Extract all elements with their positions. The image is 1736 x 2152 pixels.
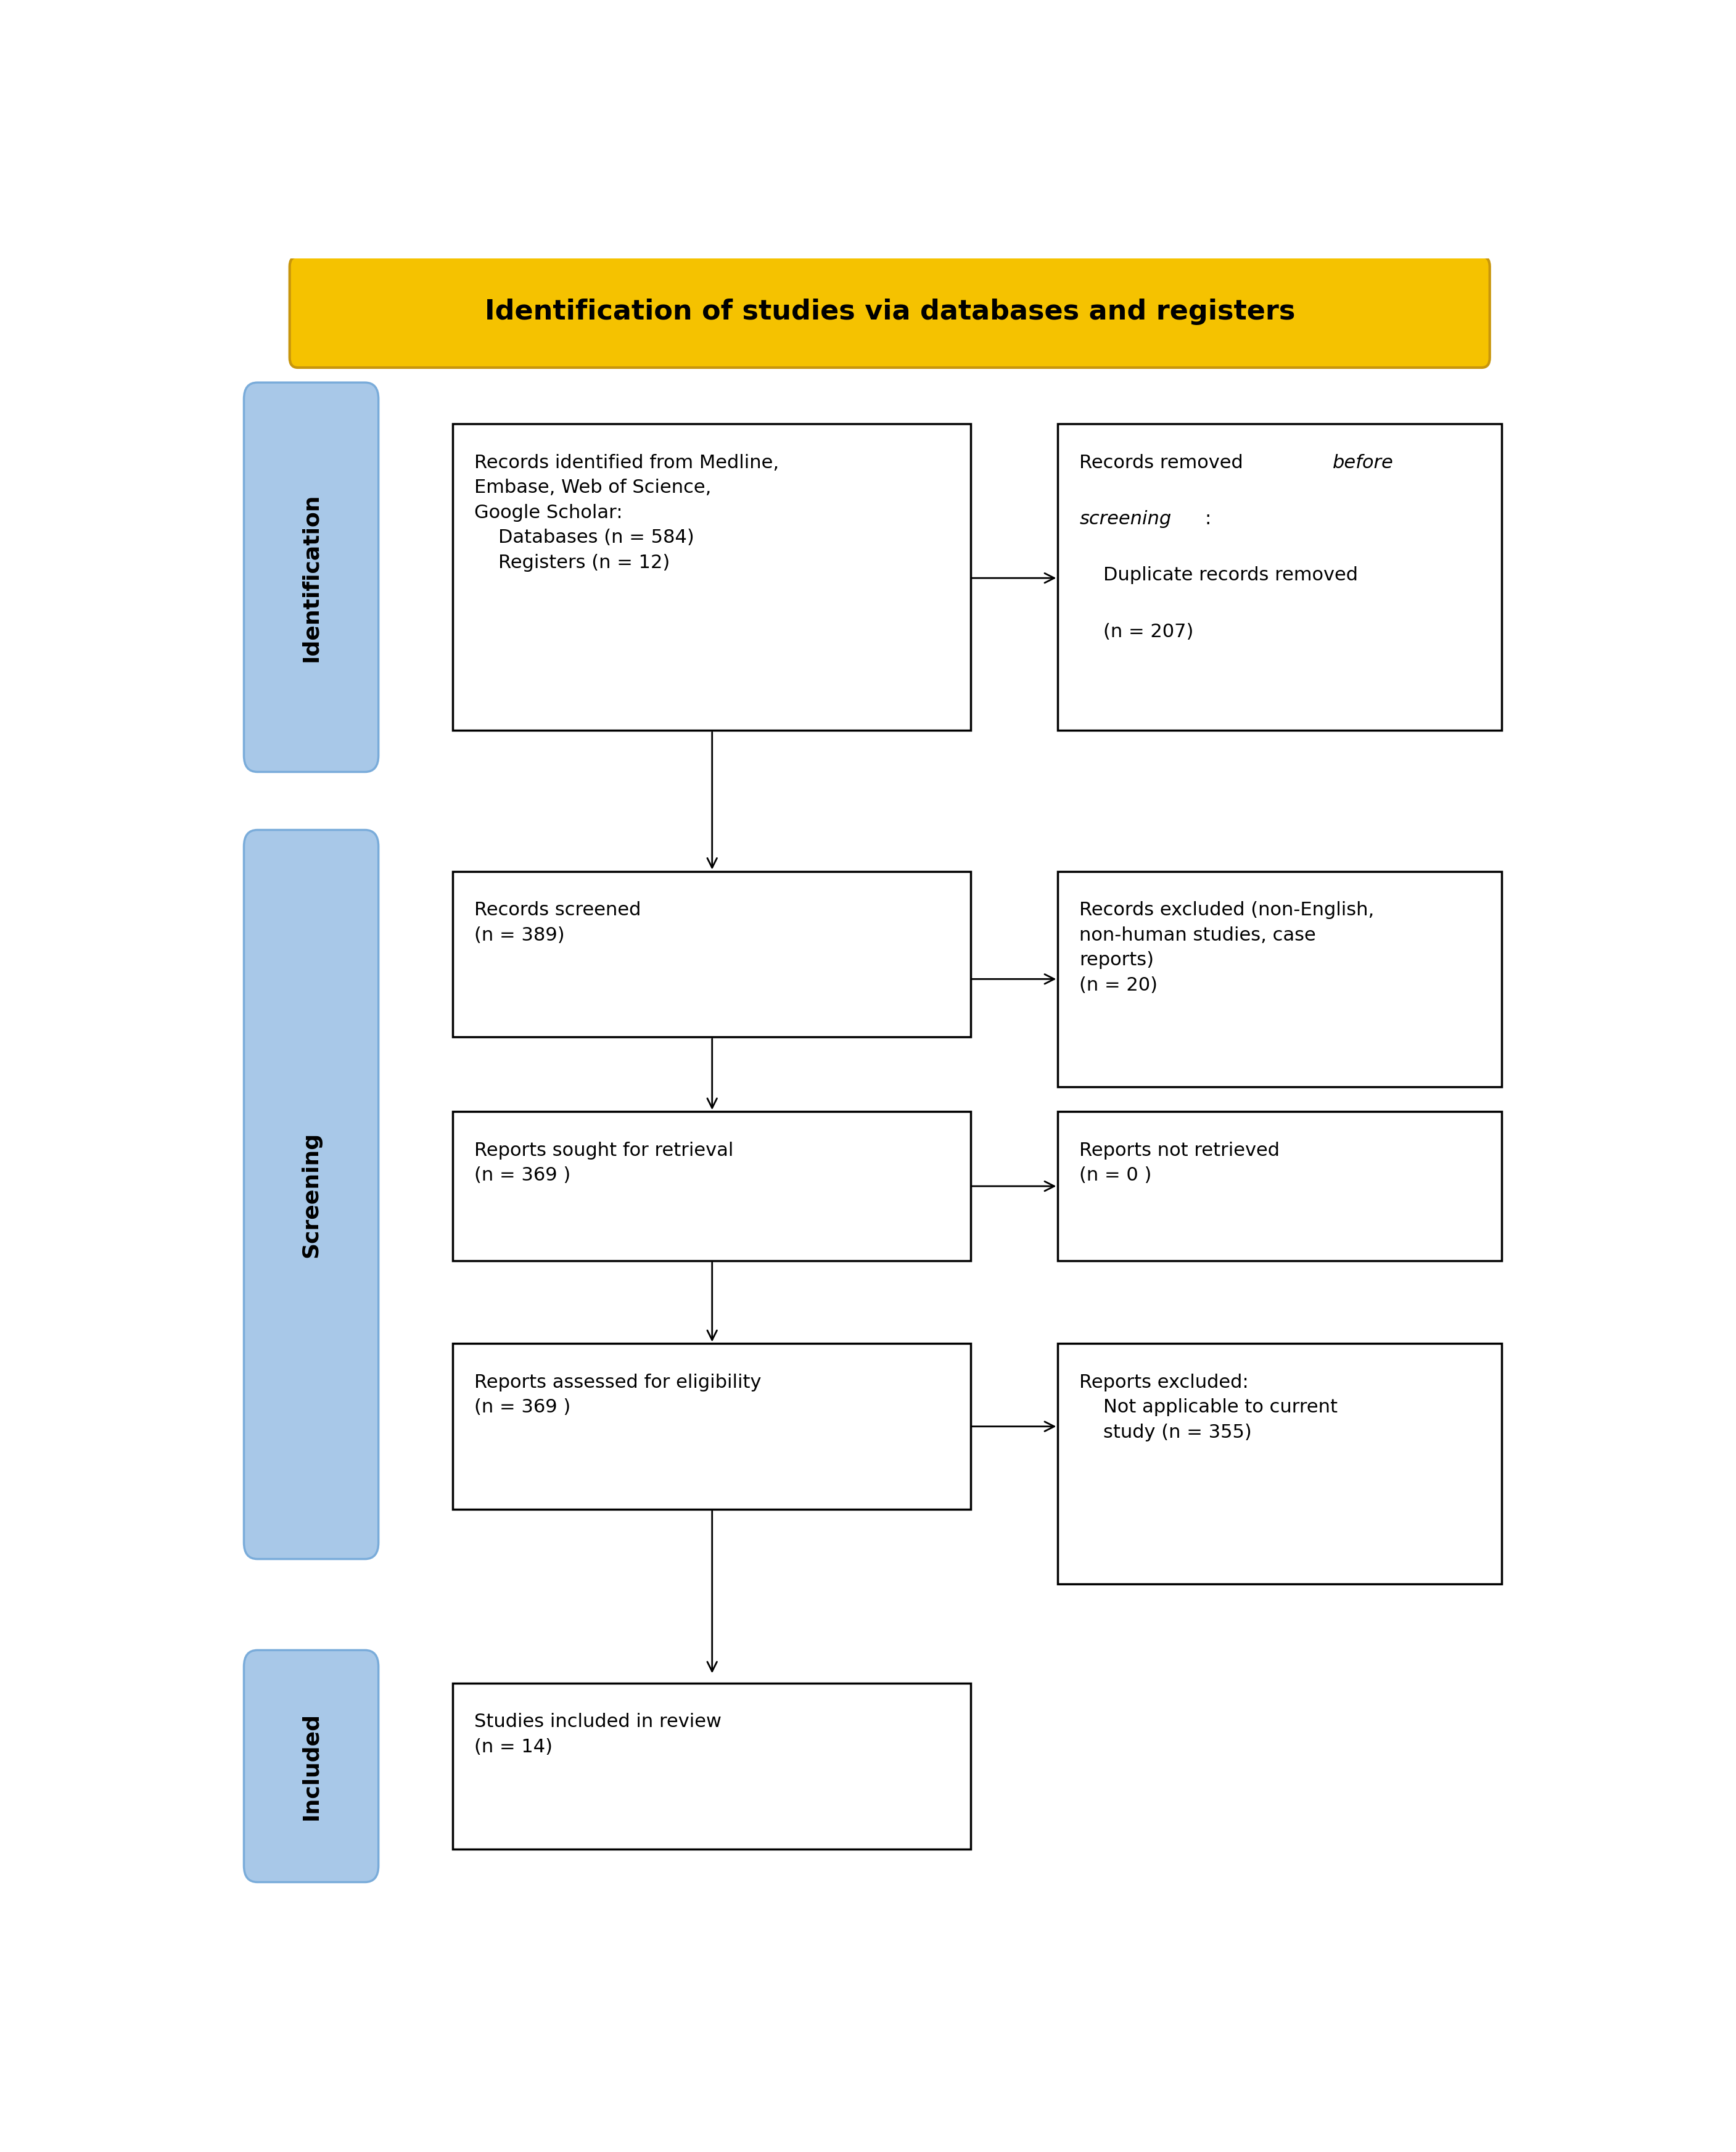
Bar xyxy=(1057,424,1502,730)
Text: Identification: Identification xyxy=(300,493,321,661)
FancyBboxPatch shape xyxy=(243,1651,378,1883)
Text: before: before xyxy=(1332,454,1394,471)
Text: Screening: Screening xyxy=(300,1132,321,1257)
Text: Duplicate records removed: Duplicate records removed xyxy=(1080,566,1358,585)
Text: :: : xyxy=(1205,510,1210,527)
FancyBboxPatch shape xyxy=(290,256,1489,368)
Text: Records identified from Medline,
Embase, Web of Science,
Google Scholar:
    Dat: Records identified from Medline, Embase,… xyxy=(474,454,779,572)
Bar xyxy=(453,1113,970,1261)
Bar xyxy=(1057,872,1502,1087)
Text: Included: Included xyxy=(300,1713,321,1821)
Text: Reports sought for retrieval
(n = 369 ): Reports sought for retrieval (n = 369 ) xyxy=(474,1141,733,1184)
Bar xyxy=(453,1683,970,1849)
Text: Records excluded (non-English,
non-human studies, case
reports)
(n = 20): Records excluded (non-English, non-human… xyxy=(1080,902,1375,994)
Text: Reports not retrieved
(n = 0 ): Reports not retrieved (n = 0 ) xyxy=(1080,1141,1279,1184)
FancyBboxPatch shape xyxy=(243,383,378,773)
Bar xyxy=(1057,1343,1502,1584)
Text: Reports assessed for eligibility
(n = 369 ): Reports assessed for eligibility (n = 36… xyxy=(474,1373,760,1416)
Bar xyxy=(1057,1113,1502,1261)
Text: screening: screening xyxy=(1080,510,1172,527)
Bar xyxy=(453,872,970,1037)
Bar xyxy=(453,424,970,730)
Text: Reports excluded:
    Not applicable to current
    study (n = 355): Reports excluded: Not applicable to curr… xyxy=(1080,1373,1338,1442)
Bar xyxy=(453,1343,970,1509)
Text: Studies included in review
(n = 14): Studies included in review (n = 14) xyxy=(474,1713,720,1756)
Text: Records screened
(n = 389): Records screened (n = 389) xyxy=(474,902,641,945)
Text: Identification of studies via databases and registers: Identification of studies via databases … xyxy=(484,299,1295,325)
Text: Records removed: Records removed xyxy=(1080,454,1250,471)
Text: (n = 207): (n = 207) xyxy=(1080,622,1194,641)
FancyBboxPatch shape xyxy=(243,831,378,1558)
